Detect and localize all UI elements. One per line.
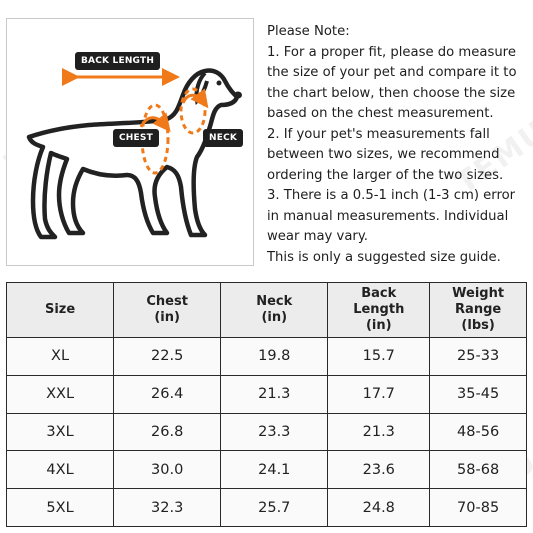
table-row: 4XL 30.0 24.1 23.6 58-68	[5, 450, 527, 490]
table-row: XL 22.5 19.8 15.7 25-33	[5, 337, 527, 376]
weight-range-cell: 58-68	[429, 450, 527, 490]
size-cell: 4XL	[5, 450, 115, 490]
chest-label: CHEST	[113, 129, 159, 147]
size-cell: 3XL	[5, 412, 115, 452]
weight-range-cell: 35-45	[429, 374, 527, 414]
back-length-cell: 17.7	[327, 374, 431, 414]
neck-label: NECK	[203, 129, 244, 147]
table-header-row: Size Chest (in) Neck (in) Back Length (i…	[5, 282, 527, 338]
note-item: This is only a suggested size guide.	[267, 249, 501, 265]
header-size: Size	[5, 282, 115, 338]
weight-range-cell: 25-33	[429, 337, 527, 376]
size-cell: XXL	[5, 374, 115, 414]
note-item: 1. For a proper fit, please do measure t…	[267, 44, 517, 122]
neck-cell: 21.3	[220, 374, 329, 414]
size-cell: 5XL	[5, 488, 115, 527]
header-neck: Neck (in)	[220, 282, 329, 338]
table-row: 5XL 32.3 25.7 24.8 70-85	[5, 488, 527, 527]
header-chest: Chest (in)	[113, 282, 222, 338]
back-length-cell: 23.6	[327, 450, 431, 490]
size-notes: Please Note: 1. For a proper fit, please…	[267, 22, 529, 268]
neck-cell: 23.3	[220, 412, 329, 452]
back-length-cell: 24.8	[327, 488, 431, 527]
table-row: 3XL 26.8 23.3 21.3 48-56	[5, 412, 527, 452]
neck-cell: 25.7	[220, 488, 329, 527]
chest-cell: 22.5	[113, 337, 222, 376]
dog-measurement-diagram: BACK LENGTH CHEST NECK	[6, 18, 254, 266]
chest-cell: 26.4	[113, 374, 222, 414]
chest-cell: 32.3	[113, 488, 222, 527]
back-length-cell: 15.7	[327, 337, 431, 376]
chest-cell: 26.8	[113, 412, 222, 452]
neck-cell: 19.8	[220, 337, 329, 376]
note-item: 2. If your pet's measurements fall betwe…	[267, 126, 504, 183]
header-back-length: Back Length (in)	[327, 282, 431, 338]
size-chart-table: Size Chest (in) Neck (in) Back Length (i…	[5, 282, 527, 527]
size-cell: XL	[5, 337, 115, 376]
header-weight-range: Weight Range (lbs)	[429, 282, 527, 338]
back-length-label: BACK LENGTH	[75, 52, 161, 70]
table-row: XXL 26.4 21.3 17.7 35-45	[5, 374, 527, 414]
neck-cell: 24.1	[220, 450, 329, 490]
chest-cell: 30.0	[113, 450, 222, 490]
weight-range-cell: 48-56	[429, 412, 527, 452]
note-item: 3. There is a 0.5-1 inch (1-3 cm) error …	[267, 188, 516, 244]
dog-outline-icon	[26, 68, 242, 240]
notes-heading: Please Note:	[267, 24, 350, 39]
weight-range-cell: 70-85	[429, 488, 527, 527]
back-length-cell: 21.3	[327, 412, 431, 452]
